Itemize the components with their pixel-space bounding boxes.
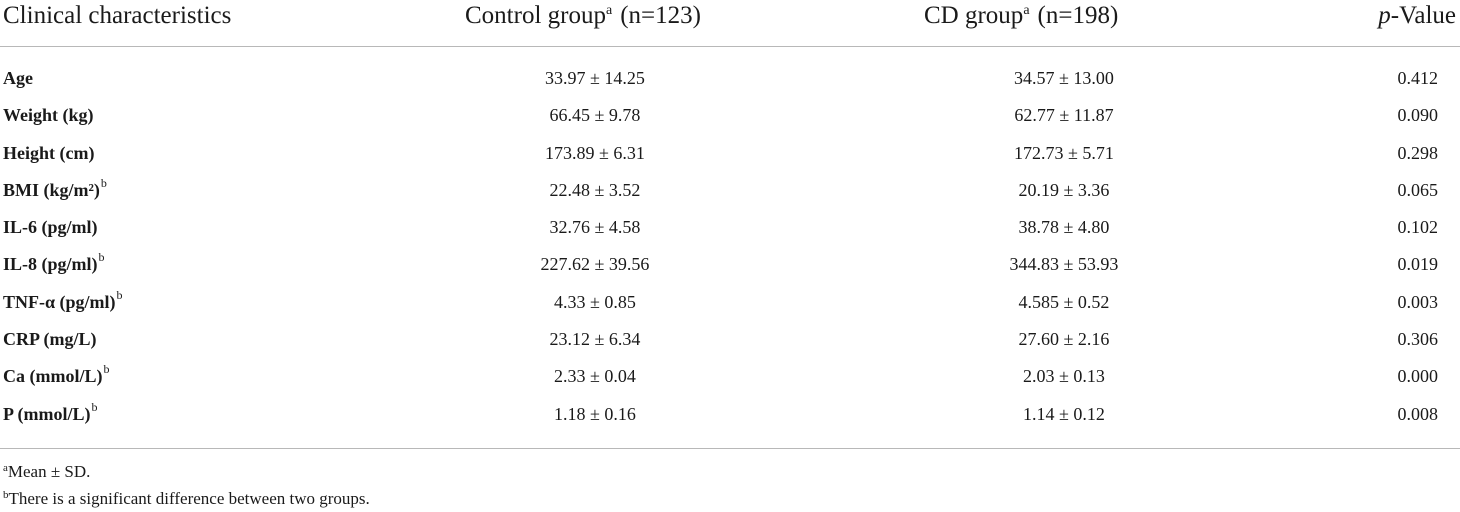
row-characteristic-label: IL-8 (pg/ml): [3, 254, 98, 275]
footnote-line: aMean ± SD.: [3, 458, 370, 485]
row-p-value: 0.090: [1397, 105, 1439, 126]
row-control-value: 22.48 ± 3.52: [549, 179, 641, 200]
row-cd-value: 344.83 ± 53.93: [1009, 254, 1119, 275]
footnote-mark: a: [3, 462, 8, 474]
table-row: Height (cm) 173.89 ± 6.31 172.73 ± 5.71 0.2…: [0, 135, 1460, 172]
table-header-row: Clinical characteristics Control groupa(…: [0, 0, 1460, 46]
row-footnote-mark: b: [116, 287, 123, 302]
row-cd-value: 172.73 ± 5.71: [1014, 142, 1114, 163]
row-characteristic-label: Age: [3, 68, 33, 88]
row-characteristic-label: Ca (mmol/L): [3, 366, 103, 387]
row-characteristic: Weight (kg): [3, 105, 94, 126]
row-control-value: 23.12 ± 6.34: [549, 329, 641, 350]
table-row: IL-6 (pg/ml) 32.76 ± 4.58 38.78 ± 4.80 0.10…: [0, 209, 1460, 246]
row-control-value: 32.76 ± 4.58: [549, 217, 641, 238]
table-row: Weight (kg) 66.45 ± 9.78 62.77 ± 11.87 0.09…: [0, 97, 1460, 134]
row-cd-value: 38.78 ± 4.80: [1018, 217, 1110, 238]
row-characteristic-label: BMI (kg/m²): [3, 179, 100, 200]
footnote-mark: b: [3, 489, 9, 501]
row-characteristic: P (mmol/L)b: [3, 400, 98, 425]
header-cd-group: CD groupa (n=198): [924, 2, 1118, 30]
row-characteristic: IL-8 (pg/ml)b: [3, 250, 105, 275]
row-control-value: 1.18 ± 0.16: [554, 403, 636, 424]
table-row: IL-8 (pg/ml)b 227.62 ± 39.56 344.83 ± 53.9…: [0, 246, 1460, 283]
row-characteristic: IL-6 (pg/ml): [3, 217, 98, 238]
row-p-value: 0.065: [1397, 179, 1439, 200]
table-row: BMI (kg/m²)b 22.48 ± 3.52 20.19 ± 3.36 0.06…: [0, 172, 1460, 209]
row-characteristic-label: IL-6 (pg/ml): [3, 217, 98, 238]
row-characteristic: Age: [3, 68, 33, 89]
table-body: Age 33.97 ± 14.25 34.57 ± 13.00 0.412 Weight…: [0, 60, 1460, 433]
footnote-text: Mean ± SD.: [7, 462, 91, 481]
row-footnote-mark: b: [100, 175, 107, 190]
table-footnotes: aMean ± SD. bThere is a significant diffe…: [3, 458, 370, 512]
row-p-value: 0.298: [1397, 142, 1439, 163]
row-footnote-mark: b: [98, 250, 105, 265]
row-control-value: 2.33 ± 0.04: [554, 366, 636, 387]
header-cd-n: (n=198): [1037, 2, 1119, 29]
header-control-label: Control group: [465, 2, 606, 29]
row-characteristic: BMI (kg/m²)b: [3, 176, 107, 201]
row-characteristic-label: P (mmol/L): [3, 403, 91, 424]
row-cd-value: 62.77 ± 11.87: [1014, 105, 1114, 126]
row-characteristic-label: Height (cm): [3, 142, 95, 163]
footnote-line: bThere is a significant difference betwe…: [3, 485, 370, 512]
table-row: Ca (mmol/L)b 2.33 ± 0.04 2.03 ± 0.13 0.000: [0, 358, 1460, 395]
row-p-value: 0.412: [1397, 68, 1439, 88]
row-p-value: 0.003: [1397, 291, 1439, 312]
header-p-italic: p: [1378, 2, 1391, 29]
row-cd-value: 27.60 ± 2.16: [1018, 329, 1110, 350]
row-cd-value: 20.19 ± 3.36: [1018, 179, 1110, 200]
row-characteristic: Ca (mmol/L)b: [3, 362, 109, 387]
header-p-value: p-Value: [1378, 2, 1456, 30]
row-characteristic: TNF-α (pg/ml)b: [3, 288, 123, 313]
row-control-value: 227.62 ± 39.56: [540, 254, 650, 275]
row-p-value: 0.306: [1397, 329, 1439, 350]
table-row: TNF-α (pg/ml)b 4.33 ± 0.85 4.585 ± 0.52 0.0…: [0, 284, 1460, 321]
header-control-footnote-mark: a: [605, 3, 613, 18]
row-control-value: 4.33 ± 0.85: [554, 291, 636, 312]
row-footnote-mark: b: [103, 362, 110, 377]
row-cd-value: 34.57 ± 13.00: [1014, 68, 1114, 88]
table-row: CRP (mg/L) 23.12 ± 6.34 27.60 ± 2.16 0.306: [0, 321, 1460, 358]
row-characteristic: Height (cm): [3, 143, 94, 164]
row-p-value: 0.019: [1397, 254, 1439, 275]
row-p-value: 0.000: [1397, 366, 1439, 387]
header-cd-footnote-mark: a: [1023, 3, 1030, 18]
header-clinical-characteristics: Clinical characteristics: [3, 2, 232, 29]
footnote-text: There is a significant difference betwee…: [8, 489, 370, 508]
row-characteristic: CRP (mg/L): [3, 329, 97, 350]
header-rule: [0, 46, 1460, 47]
footer-rule: [0, 448, 1460, 449]
row-p-value: 0.102: [1397, 217, 1439, 238]
header-control-n: (n=123): [620, 2, 701, 29]
row-characteristic-label: TNF-α (pg/ml): [3, 291, 116, 312]
row-p-value: 0.008: [1397, 403, 1439, 424]
header-p-rest: -Value: [1390, 2, 1456, 29]
row-characteristic-label: Weight (kg): [3, 105, 94, 126]
row-cd-value: 4.585 ± 0.52: [1018, 291, 1110, 312]
row-control-value: 66.45 ± 9.78: [549, 105, 641, 126]
header-cd-label: CD group: [924, 2, 1024, 29]
row-cd-value: 2.03 ± 0.13: [1023, 366, 1105, 387]
header-control-group: Control groupa (n=123): [465, 2, 701, 30]
table-row: Age 33.97 ± 14.25 34.57 ± 13.00 0.412: [0, 60, 1460, 97]
row-footnote-mark: b: [91, 399, 98, 414]
table-row: P (mmol/L)b 1.18 ± 0.16 1.14 ± 0.12 0.008: [0, 396, 1460, 433]
row-characteristic-label: CRP (mg/L): [3, 329, 97, 350]
row-control-value: 173.89 ± 6.31: [545, 142, 645, 163]
row-cd-value: 1.14 ± 0.12: [1023, 403, 1105, 424]
row-control-value: 33.97 ± 14.25: [545, 68, 645, 88]
